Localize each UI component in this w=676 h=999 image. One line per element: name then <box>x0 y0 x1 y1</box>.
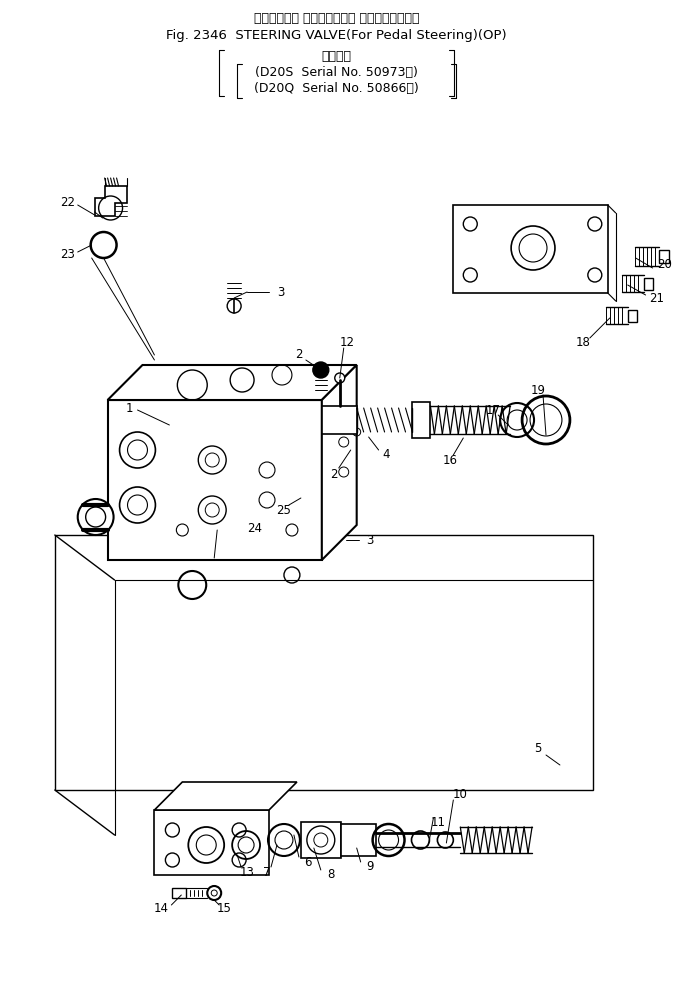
Bar <box>322 406 357 434</box>
Text: 13: 13 <box>240 865 255 878</box>
Circle shape <box>227 299 241 313</box>
Text: 12: 12 <box>339 336 354 349</box>
Circle shape <box>437 832 454 848</box>
Polygon shape <box>322 365 357 560</box>
Bar <box>628 310 637 322</box>
Bar <box>644 278 652 290</box>
Text: 9: 9 <box>366 860 374 873</box>
Bar <box>341 824 376 856</box>
Text: 2: 2 <box>330 468 337 481</box>
Circle shape <box>412 831 429 849</box>
Text: 適用号機: 適用号機 <box>322 51 352 64</box>
Bar <box>301 822 341 858</box>
Text: 25: 25 <box>276 503 291 516</box>
Text: 23: 23 <box>60 249 75 262</box>
Text: 20: 20 <box>658 259 673 272</box>
Polygon shape <box>154 782 297 810</box>
Text: 5: 5 <box>534 741 541 754</box>
Text: 6: 6 <box>304 855 312 868</box>
Bar <box>154 810 269 875</box>
Text: 18: 18 <box>575 336 590 349</box>
Circle shape <box>335 373 345 383</box>
Text: 1: 1 <box>126 402 133 415</box>
Bar <box>172 888 187 898</box>
Text: 22: 22 <box>60 196 75 209</box>
Bar <box>107 400 322 560</box>
Text: 24: 24 <box>247 521 262 534</box>
Polygon shape <box>107 365 357 400</box>
Text: 17: 17 <box>485 404 501 417</box>
Circle shape <box>313 362 329 378</box>
Text: 2: 2 <box>295 349 303 362</box>
Text: Fig. 2346  STEERING VALVE(For Pedal Steering)(OP): Fig. 2346 STEERING VALVE(For Pedal Steer… <box>166 30 507 43</box>
Text: 19: 19 <box>531 384 546 397</box>
Text: 3: 3 <box>366 533 374 546</box>
Circle shape <box>78 499 114 535</box>
Text: 7: 7 <box>263 865 271 878</box>
Text: 21: 21 <box>650 292 665 305</box>
Text: (D20S  Serial No. 50973～): (D20S Serial No. 50973～) <box>256 67 418 80</box>
Bar <box>412 402 431 438</box>
Text: 4: 4 <box>383 449 390 462</box>
Text: 14: 14 <box>154 901 169 914</box>
Text: 11: 11 <box>431 816 446 829</box>
Text: 3: 3 <box>277 286 285 299</box>
Text: 10: 10 <box>453 788 468 801</box>
Text: 16: 16 <box>443 454 458 467</box>
Polygon shape <box>95 186 126 216</box>
Text: ステアリング バルブ（ペダル ステアリング用）: ステアリング バルブ（ペダル ステアリング用） <box>254 12 420 25</box>
Bar <box>658 250 669 263</box>
Text: (D20Q  Serial No. 50866～): (D20Q Serial No. 50866～) <box>254 83 419 96</box>
Text: 15: 15 <box>217 901 232 914</box>
Text: 8: 8 <box>327 868 334 881</box>
Bar <box>454 205 608 293</box>
